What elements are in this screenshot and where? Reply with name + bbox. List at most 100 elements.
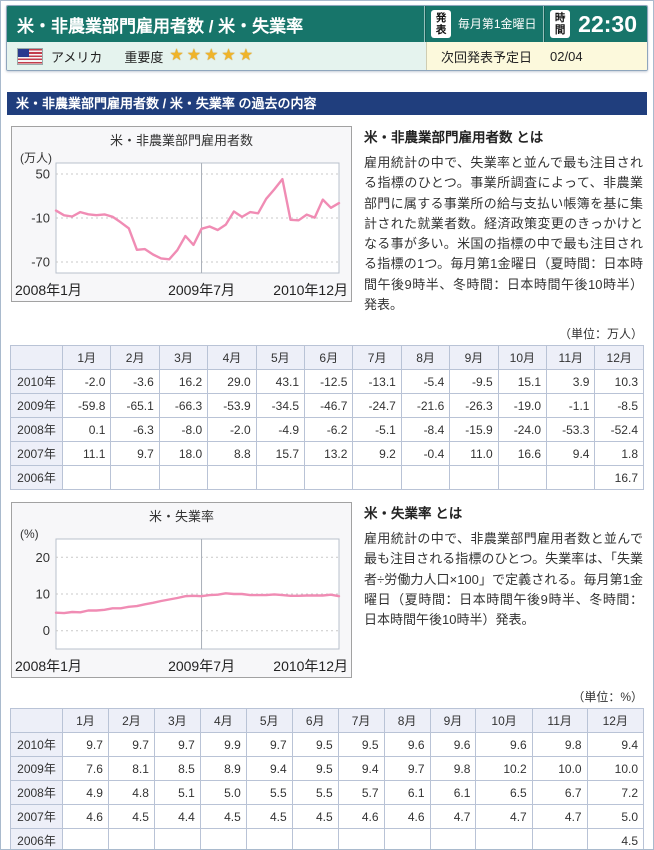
payroll-content-row: 米・非農業部門雇用者数 50 -10 -70 (万人) 2008年1月 2009年7月 20… (11, 126, 645, 315)
payroll-unit-label: （単位：万人） (558, 327, 643, 342)
table-cell: 0.1 (61, 417, 112, 443)
table-cell: -24.7 (352, 393, 402, 419)
table-cell: 5.1 (153, 780, 201, 806)
table-row: 2007年 11.1 9.7 18.0 8.8 15.7 13.2 9.2 -0.4 11.0 16… (10, 441, 644, 467)
us-flag-icon (17, 47, 43, 65)
y-tick-label: -10 (31, 211, 50, 226)
payroll-table: 1月 2月 3月 4月 5月 6月 7月 8月 9月 10月 11月 12月 2010年 -2.0 -3.6… (10, 345, 644, 491)
table-cell (255, 465, 306, 491)
next-release-label: 次回発表予定日 (441, 49, 533, 65)
table-cell: 4.5 (107, 804, 155, 830)
table-cell: 5.5 (291, 780, 339, 806)
row-year-header: 2008年 (10, 780, 63, 806)
table-cell: 10.3 (594, 369, 644, 395)
table-cell (199, 828, 247, 849)
y-tick-label: 50 (36, 167, 50, 182)
table-cell: 10.0 (586, 756, 645, 782)
table-cell: 18.0 (158, 441, 209, 467)
table-cell: -6.3 (110, 417, 160, 443)
table-cell: 4.4 (153, 804, 201, 830)
data-line (54, 177, 341, 261)
payroll-chart: 米・非農業部門雇用者数 50 -10 -70 (万人) 2008年1月 2009年7月 20… (11, 126, 352, 302)
table-col-header: 10月 (475, 708, 533, 734)
table-cell: -8.0 (158, 417, 209, 443)
row-year-header: 2010年 (10, 369, 63, 395)
table-cell: 9.7 (62, 732, 109, 758)
unemployment-chart: 米・失業率 20 10 0 (%) 2008年1月 2009年7月 2010年12月 (11, 502, 352, 679)
table-header-row: 1月 2月 3月 4月 5月 6月 7月 8月 9月 10月 11月 12月 (10, 708, 645, 734)
table-row: 2009年 7.6 8.1 8.5 8.9 9.4 9.5 9.4 9.7 9.8 10.2 10.0… (10, 756, 645, 782)
unemployment-unit-label: （単位：%） (572, 690, 643, 705)
table-cell: -13.1 (352, 369, 402, 395)
release-badge: 発表 (431, 9, 452, 39)
table-cell: 9.5 (337, 732, 385, 758)
header-info-row: アメリカ 重要度 ★★★★★ 次回発表予定日 02/04 (7, 42, 647, 70)
table-cell: 4.9 (62, 780, 109, 806)
row-year-header: 2010年 (10, 732, 63, 758)
importance-label: 重要度 (124, 49, 164, 65)
table-cell: 9.8 (531, 732, 588, 758)
table-cell: 15.1 (497, 369, 548, 395)
table-cell: -2.0 (61, 369, 112, 395)
table-cell (449, 465, 499, 491)
table-cell: 4.8 (107, 780, 155, 806)
row-year-header: 2009年 (10, 756, 63, 782)
payroll-description-body: 雇用統計の中で、失業率と並んで最も注目される指標のひとつ。事業所調査によって、非… (364, 155, 643, 312)
x-axis-label: 2009年7月 (168, 658, 235, 674)
row-year-header: 2006年 (10, 828, 63, 849)
table-col-header: 6月 (291, 708, 339, 734)
table-col-header: 4月 (199, 708, 247, 734)
table-col-header: 3月 (158, 345, 209, 371)
table-cell: 5.7 (337, 780, 385, 806)
table-col-header: 12月 (586, 708, 645, 734)
x-axis-label: 2010年12月 (273, 282, 348, 298)
table-cell (497, 465, 548, 491)
table-cell (337, 828, 385, 849)
table-row: 2009年 -59.8 -65.1 -66.3 -53.9 -34.5 -46.7 -24.7… (10, 393, 644, 419)
table-cell: -52.4 (594, 417, 644, 443)
row-year-header: 2007年 (10, 441, 63, 467)
table-col-header: 6月 (304, 345, 354, 371)
line-chart-svg: 20 10 0 (%) 2008年1月 2009年7月 2010年12月 (15, 527, 348, 674)
table-cell: -6.2 (304, 417, 354, 443)
table-cell (546, 465, 596, 491)
table-cell: 29.0 (207, 369, 257, 395)
table-cell: 9.6 (429, 732, 477, 758)
table-cell: 9.6 (475, 732, 533, 758)
table-col-header: 10月 (497, 345, 548, 371)
table-cell: 7.6 (62, 756, 109, 782)
table-cell (158, 465, 209, 491)
table-cell: 5.0 (199, 780, 247, 806)
x-axis-label: 2008年1月 (15, 658, 82, 674)
table-cell: -8.4 (400, 417, 451, 443)
table-row: 2006年 4.5 (10, 828, 645, 849)
y-axis-unit-label: (万人) (20, 151, 52, 165)
table-cell: 9.5 (291, 732, 339, 758)
table-cell: -53.9 (207, 393, 257, 419)
table-cell: -8.5 (594, 393, 644, 419)
table-cell (291, 828, 339, 849)
table-cell (400, 465, 451, 491)
row-year-header: 2009年 (10, 393, 63, 419)
table-cell: -1.1 (546, 393, 596, 419)
table-cell: -5.4 (400, 369, 451, 395)
release-time-value: 22:30 (578, 10, 637, 37)
table-cell: -0.4 (400, 441, 451, 467)
table-cell: -4.9 (255, 417, 306, 443)
release-schedule-cell: 発表 毎月第1金曜日 (424, 6, 543, 42)
y-tick-label: 10 (36, 587, 50, 602)
table-row: 2007年 4.6 4.5 4.4 4.5 4.5 4.5 4.6 4.6 4.7 4.7 4.7 5.… (10, 804, 645, 830)
table-cell: 4.6 (337, 804, 385, 830)
table-col-header: 7月 (352, 345, 402, 371)
table-cell: 4.5 (245, 804, 293, 830)
unemployment-table: 1月 2月 3月 4月 5月 6月 7月 8月 9月 10月 11月 12月 2010年 9.7 9.7 9.… (10, 708, 645, 849)
row-year-header: 2008年 (10, 417, 63, 443)
table-cell: 9.7 (245, 732, 293, 758)
table-cell: -24.0 (497, 417, 548, 443)
table-cell: 7.2 (586, 780, 645, 806)
unemployment-chart-title: 米・失業率 (148, 509, 214, 525)
table-cell: -26.3 (449, 393, 499, 419)
unemployment-content-row: 米・失業率 20 10 0 (%) 2008年1月 2009年7月 2010年12月 米・失… (11, 502, 645, 679)
table-cell (475, 828, 533, 849)
